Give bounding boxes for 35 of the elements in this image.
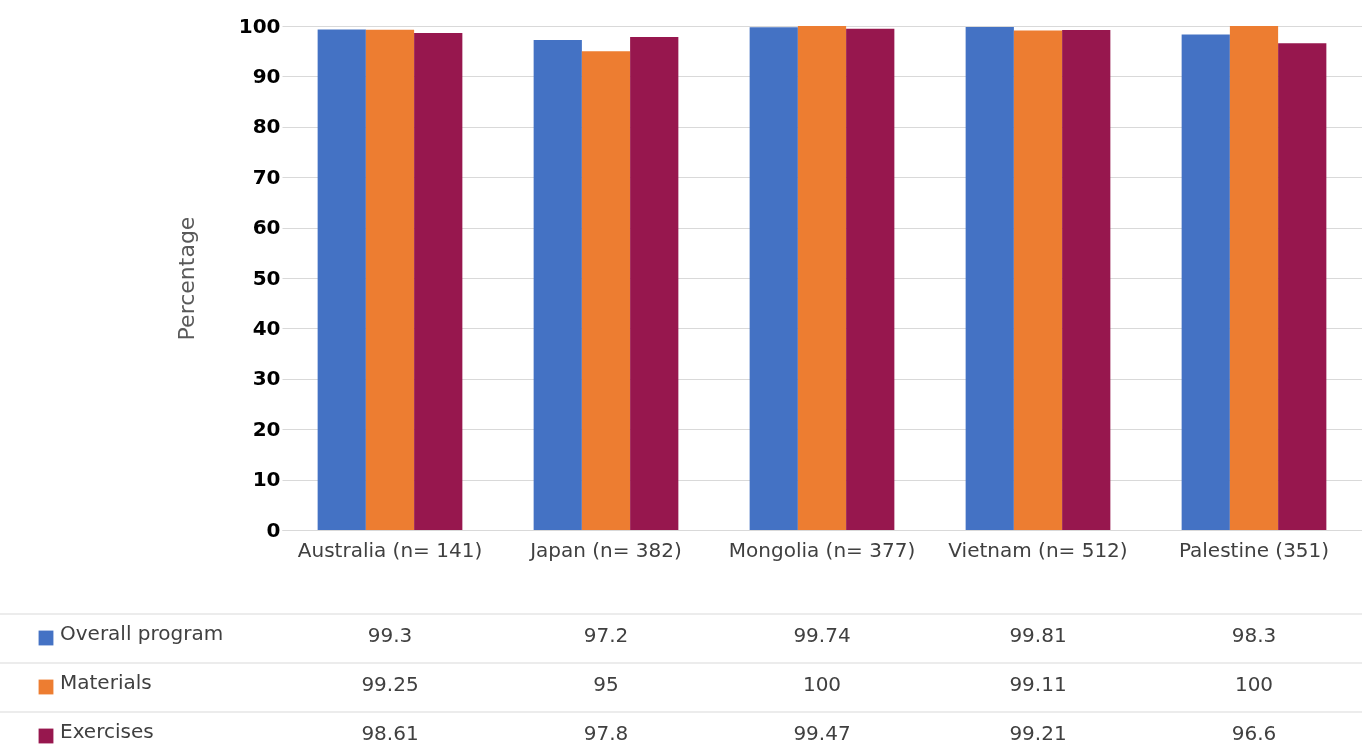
data-label: 98.3	[1231, 623, 1277, 647]
data-label: 99.11	[1009, 672, 1067, 696]
y-tick-label: 20	[252, 416, 281, 441]
y-tick-label: 0	[266, 517, 281, 542]
y-tick-label: 30	[252, 366, 281, 391]
data-label: 99.74	[793, 623, 851, 647]
data-label: 97.2	[583, 623, 629, 647]
data-label: 99.47	[793, 721, 851, 745]
legend-label: Overall program	[60, 621, 224, 645]
y-tick-label: 80	[252, 114, 281, 139]
legend-label: Exercises	[60, 719, 154, 743]
y-tick-label: 40	[252, 315, 281, 340]
data-label: 96.6	[1231, 721, 1277, 745]
y-tick-label: 90	[252, 63, 281, 88]
x-tick-label: Palestine (351)	[1178, 537, 1330, 562]
y-tick-label: 50	[252, 265, 281, 290]
y-tick-label: 60	[252, 215, 281, 240]
data-label: 95	[593, 672, 619, 696]
data-label: 99.81	[1009, 623, 1067, 647]
x-tick-label: Japan (n= 382)	[528, 537, 682, 562]
data-label: 100	[1234, 672, 1274, 696]
data-label: 99.21	[1009, 721, 1067, 745]
x-tick-label: Mongolia (n= 377)	[728, 537, 916, 562]
data-label: 99.3	[367, 623, 413, 647]
x-tick-label: Vietnam (n= 512)	[948, 537, 1128, 562]
data-label: 100	[802, 672, 842, 696]
legend-label: Materials	[60, 670, 152, 694]
data-label: 97.8	[583, 721, 629, 745]
data-label: 98.61	[361, 721, 419, 745]
y-tick-label: 70	[252, 164, 281, 189]
y-tick-label: 100	[238, 13, 281, 38]
x-tick-label: Australia (n= 141)	[297, 537, 483, 562]
y-axis-title: Percentage	[173, 216, 199, 341]
y-tick-label: 10	[252, 467, 281, 492]
data-label: 99.25	[361, 672, 419, 696]
